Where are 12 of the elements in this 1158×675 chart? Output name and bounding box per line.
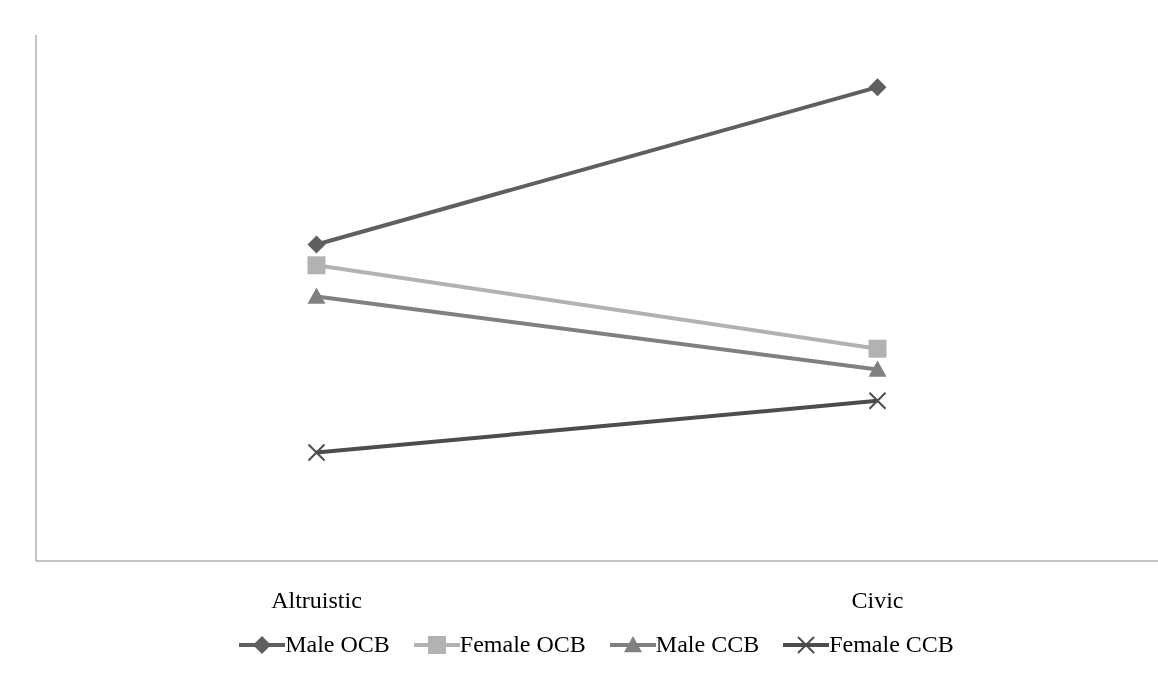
- point: [868, 339, 887, 358]
- legend-label: Male OCB: [285, 631, 390, 658]
- x-tick-label: Altruistic: [271, 587, 362, 614]
- point: [307, 256, 326, 275]
- legend-label: Female CCB: [829, 631, 954, 658]
- point: [307, 443, 326, 462]
- x-tick-label: Civic: [851, 587, 904, 614]
- point: [868, 78, 887, 97]
- point: [868, 391, 887, 410]
- legend-label: Male CCB: [655, 631, 760, 658]
- point: [307, 235, 326, 254]
- legend-label: Female OCB: [459, 631, 586, 658]
